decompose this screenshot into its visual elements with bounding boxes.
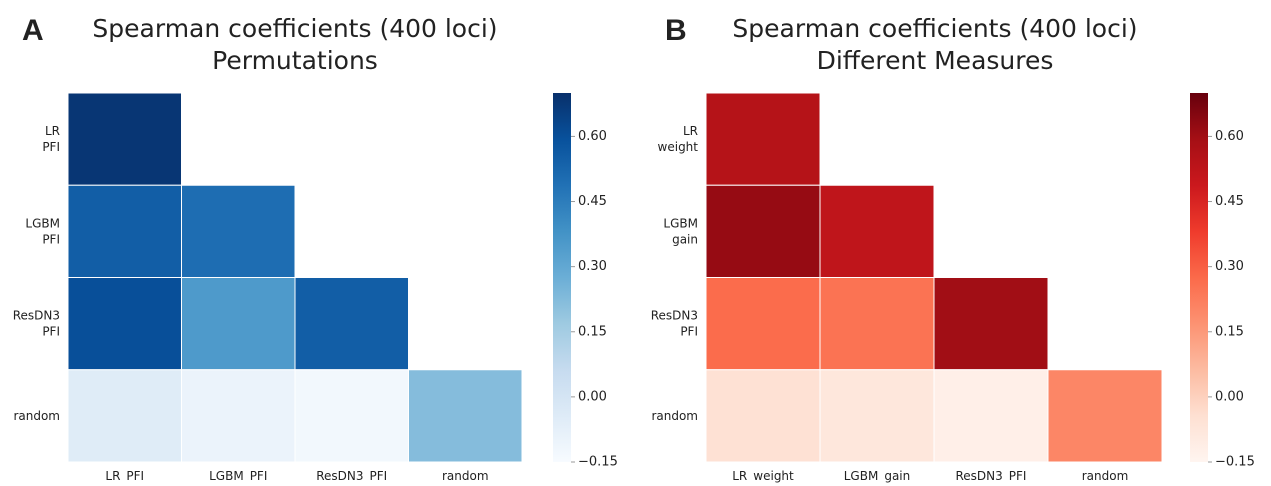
- heatmap-cell: [181, 277, 296, 371]
- colorbar-tick-label: 0.45: [578, 194, 607, 209]
- y-tick-label-part: PFI: [42, 232, 60, 246]
- heatmap-cell: [181, 184, 296, 278]
- y-tick-label-part: LR: [45, 124, 60, 138]
- x-tick-label-part: weight: [753, 469, 794, 483]
- x-tick-label-part: LGBM: [844, 469, 879, 483]
- x-tick-label-part: PFI: [250, 469, 268, 483]
- y-tick-label-part: gain: [672, 232, 698, 246]
- x-tick-label: ResDN3 PFI: [316, 469, 387, 483]
- heatmap-cell: [819, 369, 935, 463]
- y-tick-label: LR PFI: [42, 124, 60, 154]
- x-tick-label: random: [1082, 469, 1129, 483]
- heatmap-cell: [933, 277, 1049, 371]
- y-tick-label: LR weight: [658, 124, 699, 154]
- colorbar: [553, 93, 571, 462]
- x-tick-label: LGBM PFI: [209, 469, 267, 483]
- x-tick-label-part: LGBM: [209, 469, 244, 483]
- colorbar-tick-label: 0.15: [578, 324, 607, 339]
- y-tick-label: LGBM gain: [663, 216, 698, 246]
- heatmap-cell: [1047, 369, 1163, 463]
- heatmap-cell: [181, 369, 296, 463]
- heatmap-cell: [819, 277, 935, 371]
- colorbar-tick-label: −0.15: [578, 455, 618, 470]
- x-tick-label-part: LR: [105, 469, 120, 483]
- y-tick-label-part: ResDN3: [651, 308, 698, 322]
- x-tick-label-part: ResDN3: [956, 469, 1003, 483]
- colorbar-tick-label: 0.60: [1215, 129, 1244, 144]
- chart-title: Spearman coefficients (400 loci): [732, 14, 1137, 43]
- y-tick-label-part: LR: [683, 124, 698, 138]
- colorbar-tick-label: 0.00: [1215, 389, 1244, 404]
- heatmap-cell: [408, 369, 523, 463]
- y-tick-label: ResDN3 PFI: [651, 308, 698, 338]
- x-tick-label-part: PFI: [370, 469, 388, 483]
- x-tick-label: LR PFI: [105, 469, 144, 483]
- y-tick-label: ResDN3 PFI: [13, 308, 60, 338]
- colorbar: [1190, 93, 1208, 462]
- y-tick-label-part: weight: [658, 140, 699, 154]
- heatmap-cell: [67, 277, 182, 371]
- heatmap-cell: [705, 369, 821, 463]
- x-tick-label: ResDN3 PFI: [956, 469, 1027, 483]
- colorbar-tick-label: 0.30: [1215, 259, 1244, 274]
- chart-title: Spearman coefficients (400 loci): [92, 14, 497, 43]
- colorbar-tick-label: 0.15: [1215, 324, 1244, 339]
- heatmap-cell: [705, 277, 821, 371]
- y-tick-label-part: PFI: [42, 140, 60, 154]
- x-tick-label-part: gain: [884, 469, 910, 483]
- x-tick-label: LGBM gain: [844, 469, 911, 483]
- colorbar-tick-label: −0.15: [1215, 455, 1255, 470]
- x-tick-label-part: PFI: [1009, 469, 1027, 483]
- heatmap-cell: [67, 184, 182, 278]
- heatmap-cell: [819, 184, 935, 278]
- y-tick-label: LGBM PFI: [25, 216, 60, 246]
- heatmap-cell: [67, 92, 182, 186]
- chart-subtitle: Permutations: [212, 46, 378, 75]
- y-tick-label-part: random: [651, 408, 698, 422]
- x-tick-label-part: LR: [732, 469, 747, 483]
- x-tick-label: LR weight: [732, 469, 794, 483]
- x-tick-label-part: random: [1082, 469, 1129, 483]
- y-tick-label-part: PFI: [42, 324, 60, 338]
- heatmap-cell: [933, 369, 1049, 463]
- panel-label: A: [22, 14, 44, 47]
- chart-subtitle: Different Measures: [817, 46, 1054, 75]
- y-tick-label: random: [13, 408, 60, 422]
- panel-label: B: [665, 14, 687, 47]
- y-tick-label: random: [651, 408, 698, 422]
- colorbar-tick-label: 0.60: [578, 129, 607, 144]
- y-tick-label-part: ResDN3: [13, 308, 60, 322]
- colorbar-tick-label: 0.45: [1215, 194, 1244, 209]
- x-tick-label-part: ResDN3: [316, 469, 363, 483]
- heatmap-cell: [705, 184, 821, 278]
- y-tick-label-part: LGBM: [663, 216, 698, 230]
- heatmap-cell: [294, 277, 409, 371]
- y-tick-label-part: LGBM: [25, 216, 60, 230]
- x-tick-label-part: PFI: [126, 469, 144, 483]
- heatmap-cell: [705, 92, 821, 186]
- colorbar-tick-label: 0.30: [578, 259, 607, 274]
- x-tick-label-part: random: [442, 469, 489, 483]
- x-tick-label: random: [442, 469, 489, 483]
- heatmap-cell: [67, 369, 182, 463]
- heatmap-cell: [294, 369, 409, 463]
- y-tick-label-part: PFI: [680, 324, 698, 338]
- y-tick-label-part: random: [13, 408, 60, 422]
- colorbar-tick-label: 0.00: [578, 389, 607, 404]
